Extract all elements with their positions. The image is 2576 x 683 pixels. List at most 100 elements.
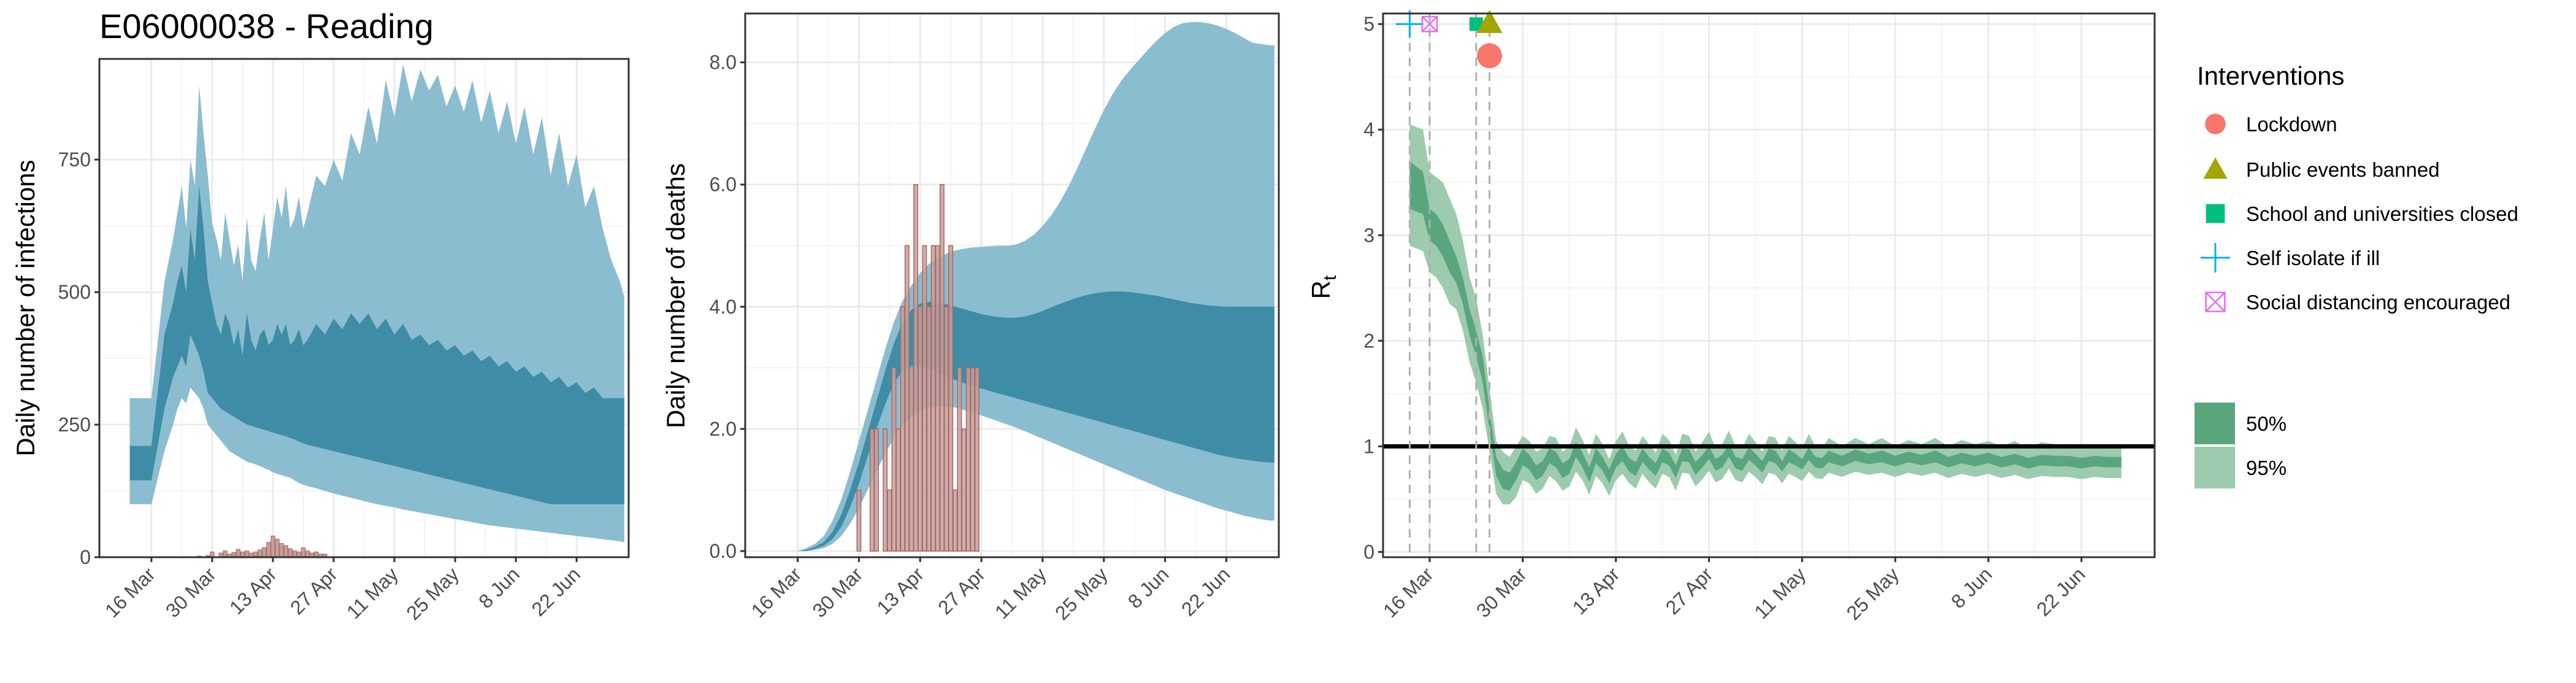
legend-band-swatch bbox=[2195, 447, 2235, 488]
y-tick-label: 750 bbox=[58, 149, 91, 171]
public-events-marker bbox=[1476, 10, 1503, 33]
y-tick-label: 0 bbox=[1363, 541, 1374, 563]
self-isolate-marker bbox=[1395, 10, 1424, 38]
y-tick-label: 6.0 bbox=[710, 174, 737, 196]
observed-cases-bar bbox=[244, 550, 250, 558]
y-tick-label: 0.0 bbox=[710, 540, 737, 562]
observed-deaths-bar bbox=[930, 245, 936, 552]
observed-cases-bar bbox=[266, 542, 271, 558]
legend-key-triangle bbox=[2203, 157, 2228, 179]
y-tick-label: 8.0 bbox=[710, 52, 737, 74]
observed-deaths-bar bbox=[873, 428, 879, 552]
observed-cases-bar bbox=[270, 535, 275, 558]
legend: Interventions Lockdown Public events bann… bbox=[2195, 61, 2518, 488]
observed-cases-bar bbox=[305, 550, 310, 558]
observed-deaths-bar bbox=[922, 245, 927, 552]
x-tick-label: 13 Apr bbox=[872, 563, 928, 619]
observed-cases-bar bbox=[275, 539, 280, 558]
rt-y-axis-letter: R bbox=[1306, 280, 1335, 299]
observed-deaths-bar bbox=[939, 183, 945, 552]
x-tick-label: 25 May bbox=[1051, 563, 1112, 624]
observed-cases-bar bbox=[283, 545, 288, 558]
observed-deaths-bar bbox=[957, 367, 962, 552]
social-distancing-marker bbox=[1421, 15, 1438, 33]
legend-band-label: 95% bbox=[2246, 457, 2287, 479]
x-tick-label: 11 May bbox=[342, 563, 402, 623]
rt-y-axis-subscript: t bbox=[1320, 275, 1340, 280]
infections-y-axis-title: Daily number of infections bbox=[11, 160, 40, 456]
panel-border bbox=[744, 12, 1280, 558]
x-tick-label: 11 May bbox=[1750, 563, 1810, 623]
legend-key-boxed-x bbox=[2205, 291, 2226, 312]
x-tick-label: 25 May bbox=[402, 563, 463, 624]
y-tick-label: 5 bbox=[1363, 13, 1374, 35]
x-tick-label: 27 Apr bbox=[933, 563, 989, 619]
rt-panel: 0 1 2 3 4 5 16 Mar 30 Mar 13 Apr 27 Apr 11 May 25 M… bbox=[1363, 10, 2156, 624]
x-tick-label: 27 Apr bbox=[1661, 563, 1717, 619]
observed-deaths-bar bbox=[935, 245, 940, 552]
rt-y-axis-title: Rt bbox=[1306, 275, 1340, 299]
observed-deaths-bar bbox=[856, 489, 862, 552]
legend-key-circle bbox=[2205, 114, 2226, 134]
x-tick-label: 8 Jun bbox=[474, 563, 524, 612]
legend-item-label: Self isolate if ill bbox=[2246, 247, 2380, 269]
legend-item-label: School and universities closed bbox=[2246, 203, 2518, 225]
x-tick-label: 11 May bbox=[991, 563, 1051, 623]
y-tick-label: 2 bbox=[1363, 330, 1374, 352]
lockdown-marker bbox=[1477, 43, 1502, 69]
observed-deaths-bar bbox=[926, 306, 932, 552]
legend-item-label: Lockdown bbox=[2246, 113, 2337, 136]
legend-key-plus bbox=[2201, 243, 2230, 272]
y-tick-label: 1 bbox=[1363, 435, 1374, 457]
x-tick-label: 8 Jun bbox=[1124, 563, 1173, 612]
legend-band-label: 50% bbox=[2246, 412, 2287, 435]
infections-50-band bbox=[129, 186, 624, 504]
observed-cases-bar bbox=[292, 550, 297, 558]
panel-title: E06000038 - Reading bbox=[99, 7, 434, 45]
y-tick-label: 250 bbox=[58, 414, 91, 436]
x-tick-label: 22 Jun bbox=[527, 563, 585, 620]
x-tick-label: 16 Mar bbox=[101, 563, 159, 622]
rt-50-band bbox=[1409, 161, 2122, 491]
legend-item-label: Social distancing encouraged bbox=[2246, 291, 2510, 314]
observed-deaths-bar bbox=[900, 306, 905, 552]
x-tick-label: 13 Apr bbox=[1568, 563, 1624, 619]
x-tick-label: 13 Apr bbox=[225, 563, 281, 619]
observed-deaths-bar bbox=[909, 367, 914, 552]
panel-border bbox=[1382, 12, 2156, 558]
observed-cases-bar bbox=[258, 549, 263, 558]
x-tick-label: 30 Mar bbox=[161, 563, 220, 622]
rt-95-band bbox=[1409, 124, 2122, 505]
x-tick-label: 22 Jun bbox=[1177, 563, 1234, 620]
y-tick-label: 500 bbox=[58, 281, 91, 303]
legend-key-square bbox=[2206, 204, 2225, 223]
panel-border bbox=[98, 58, 630, 558]
legend-band-swatch bbox=[2195, 403, 2235, 444]
x-tick-label: 8 Jun bbox=[1947, 563, 1996, 612]
x-tick-label: 27 Apr bbox=[286, 563, 342, 619]
observed-cases-bar bbox=[279, 543, 284, 558]
observed-deaths-bar bbox=[904, 245, 910, 552]
observed-cases-bar bbox=[236, 549, 241, 558]
x-tick-label: 30 Mar bbox=[1472, 563, 1531, 622]
y-tick-label: 3 bbox=[1363, 224, 1374, 246]
observed-deaths-bar bbox=[974, 367, 979, 552]
x-tick-label: 16 Mar bbox=[747, 563, 806, 622]
observed-cases-bar bbox=[301, 547, 306, 558]
observed-deaths-bar bbox=[918, 306, 923, 552]
y-tick-label: 4.0 bbox=[710, 296, 737, 318]
observed-deaths-bar bbox=[891, 367, 897, 552]
observed-deaths-bar bbox=[887, 489, 892, 552]
y-tick-label: 0 bbox=[80, 546, 91, 568]
observed-deaths-bar bbox=[953, 489, 958, 552]
observed-deaths-bar bbox=[883, 428, 888, 552]
observed-deaths-bar bbox=[895, 428, 901, 552]
x-tick-label: 25 May bbox=[1842, 563, 1903, 624]
legend-item-label: Public events banned bbox=[2246, 158, 2440, 181]
deaths-panel: 0.0 2.0 4.0 6.0 8.0 16 Mar 30 Mar 13 Apr 27 Apr 1… bbox=[710, 12, 1280, 624]
observed-cases-bar bbox=[223, 550, 228, 558]
observed-cases-bar bbox=[288, 548, 293, 558]
observed-deaths-bar bbox=[965, 367, 971, 552]
observed-deaths-bar bbox=[961, 428, 967, 552]
